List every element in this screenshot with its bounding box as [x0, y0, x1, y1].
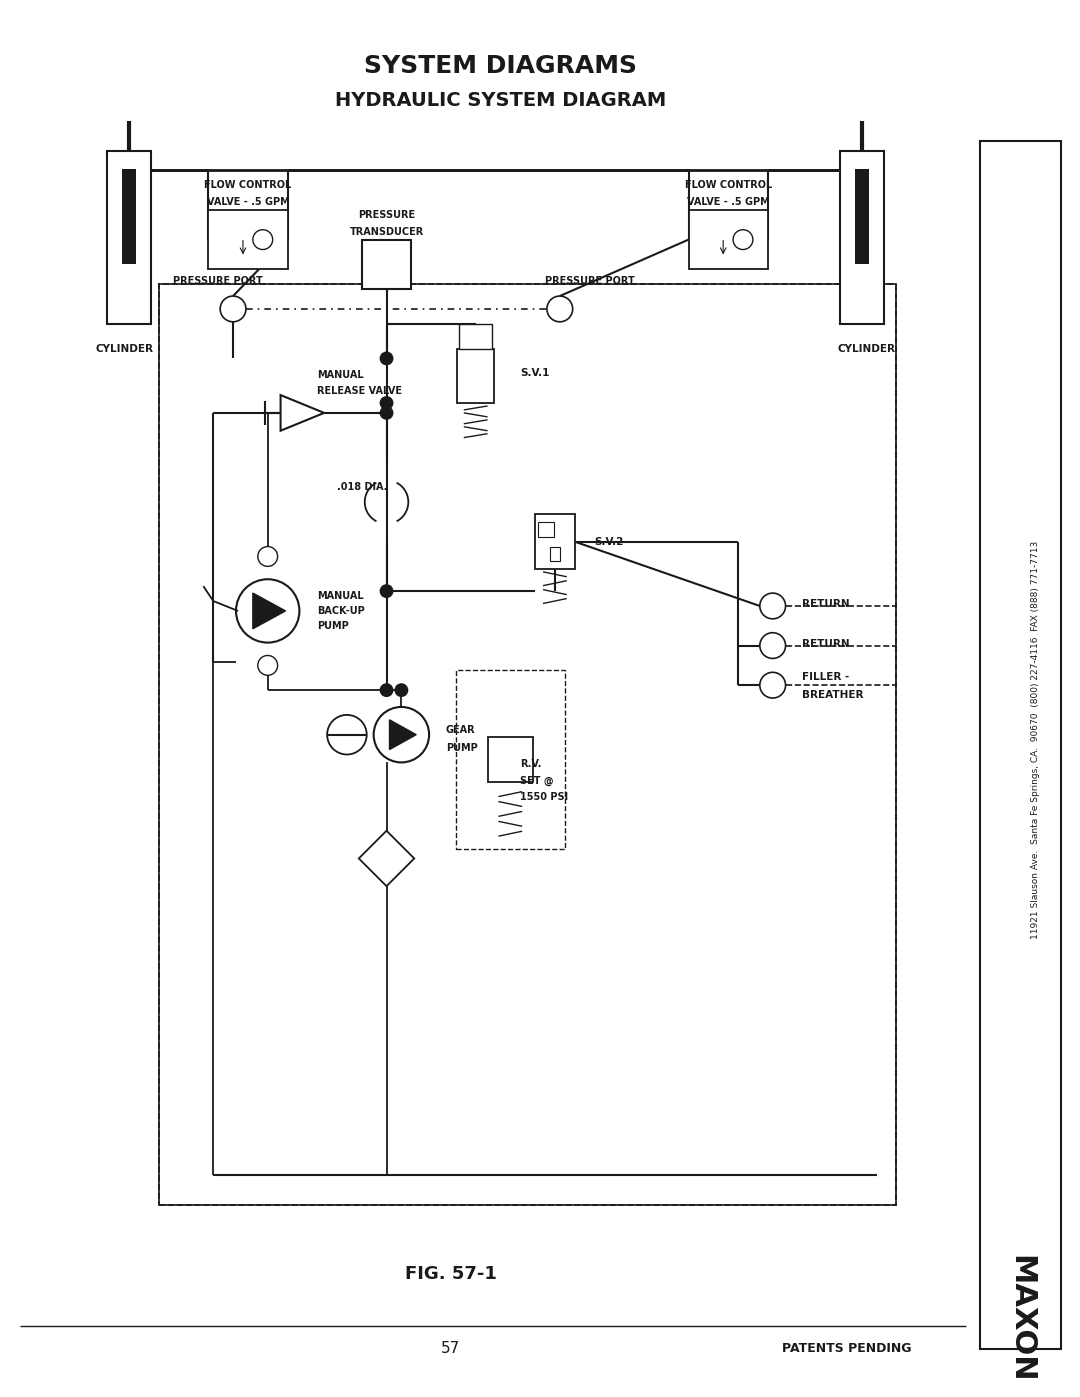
- Text: RETURN: RETURN: [802, 638, 850, 648]
- Circle shape: [379, 397, 393, 409]
- Polygon shape: [281, 395, 324, 430]
- Bar: [839, 151, 885, 324]
- Bar: [855, 169, 868, 264]
- Text: CYLINDER: CYLINDER: [838, 344, 895, 353]
- Bar: [107, 151, 151, 324]
- Circle shape: [379, 352, 393, 366]
- Text: PATENTS PENDING: PATENTS PENDING: [782, 1343, 912, 1355]
- Text: MANUAL: MANUAL: [318, 370, 364, 380]
- Polygon shape: [253, 594, 285, 629]
- Bar: [159, 284, 896, 1206]
- Text: SYSTEM DIAGRAMS: SYSTEM DIAGRAMS: [364, 54, 637, 78]
- Text: RELEASE VALVE: RELEASE VALVE: [318, 386, 402, 397]
- Text: RETURN: RETURN: [802, 599, 850, 609]
- Bar: [457, 348, 495, 402]
- Bar: [535, 514, 575, 569]
- Bar: [159, 284, 896, 1206]
- Text: S.V.1: S.V.1: [521, 369, 550, 379]
- Circle shape: [394, 683, 408, 697]
- Bar: [488, 738, 532, 782]
- Text: 11921 Slauson Ave.  Santa Fe Springs, CA.  90670  (800) 227-4116  FAX (888) 771-: 11921 Slauson Ave. Santa Fe Springs, CA.…: [1030, 541, 1040, 939]
- Bar: [689, 210, 768, 270]
- Bar: [122, 169, 136, 264]
- Circle shape: [379, 584, 393, 598]
- Bar: [456, 671, 565, 848]
- Text: PRESSURE: PRESSURE: [357, 210, 415, 219]
- Text: HYDRAULIC SYSTEM DIAGRAM: HYDRAULIC SYSTEM DIAGRAM: [335, 91, 666, 110]
- Text: MAXON: MAXON: [1007, 1255, 1036, 1383]
- Text: VALVE - .5 GPM: VALVE - .5 GPM: [687, 197, 770, 207]
- Bar: [362, 240, 411, 289]
- Bar: [980, 141, 1061, 1348]
- Text: VALVE - .5 GPM: VALVE - .5 GPM: [206, 197, 289, 207]
- Text: PUMP: PUMP: [446, 743, 477, 753]
- Text: PRESSURE PORT: PRESSURE PORT: [173, 277, 264, 286]
- Text: R.V.: R.V.: [521, 760, 541, 770]
- Bar: [208, 210, 287, 270]
- Polygon shape: [390, 719, 416, 750]
- Text: BACK-UP: BACK-UP: [318, 606, 365, 616]
- Text: .018 DIA.: .018 DIA.: [337, 482, 388, 492]
- Text: FLOW CONTROL: FLOW CONTROL: [685, 180, 772, 190]
- Polygon shape: [359, 831, 415, 886]
- Text: SET @: SET @: [521, 777, 554, 787]
- Text: CYLINDER: CYLINDER: [95, 344, 153, 353]
- Circle shape: [379, 407, 393, 420]
- Text: 1550 PSI: 1550 PSI: [521, 792, 568, 802]
- Text: PRESSURE PORT: PRESSURE PORT: [544, 277, 634, 286]
- Text: BREATHER: BREATHER: [802, 690, 864, 700]
- Text: MANUAL: MANUAL: [318, 591, 364, 601]
- Text: FILLER -: FILLER -: [802, 672, 850, 682]
- Bar: [538, 522, 554, 536]
- Bar: [459, 324, 492, 348]
- Text: FLOW CONTROL: FLOW CONTROL: [204, 180, 292, 190]
- Text: PUMP: PUMP: [318, 620, 349, 631]
- Text: GEAR: GEAR: [446, 725, 475, 735]
- Text: FIG. 57-1: FIG. 57-1: [405, 1266, 497, 1284]
- Text: TRANSDUCER: TRANSDUCER: [350, 226, 423, 236]
- Circle shape: [379, 683, 393, 697]
- Bar: [550, 546, 559, 562]
- Text: 57: 57: [442, 1341, 460, 1356]
- Text: S.V.2: S.V.2: [594, 536, 624, 546]
